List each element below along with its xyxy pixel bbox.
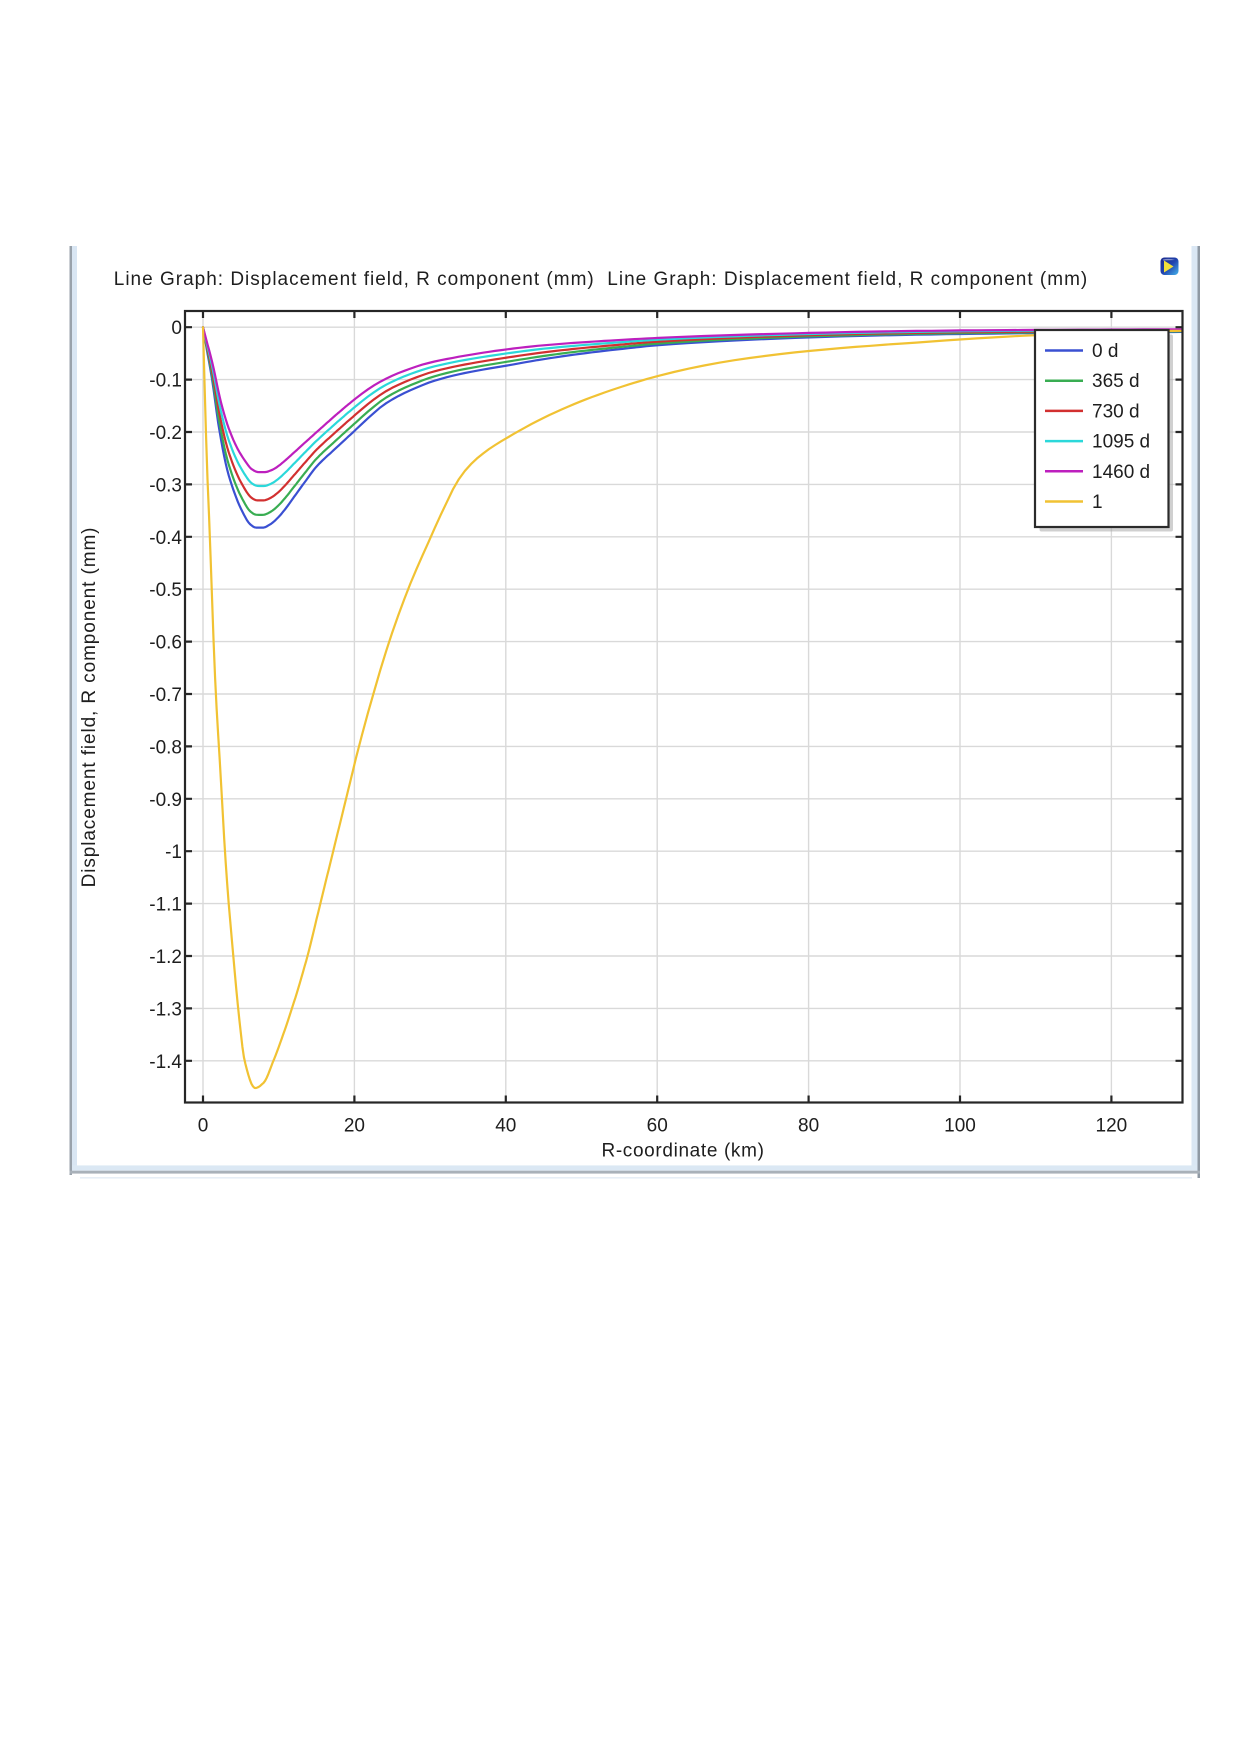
svg-text:-0.1: -0.1 (149, 371, 182, 392)
svg-text:730 d: 730 d (1092, 401, 1140, 422)
svg-text:-0.8: -0.8 (149, 737, 182, 758)
svg-text:365 d: 365 d (1092, 371, 1140, 392)
svg-text:-0.3: -0.3 (149, 475, 182, 496)
svg-text:40: 40 (495, 1116, 516, 1137)
svg-text:120: 120 (1096, 1116, 1128, 1137)
svg-text:-1: -1 (165, 842, 182, 863)
svg-text:-0.9: -0.9 (149, 790, 182, 811)
svg-text:-1.4: -1.4 (149, 1052, 182, 1073)
svg-text:-0.7: -0.7 (149, 685, 182, 706)
svg-text:1: 1 (1092, 492, 1103, 513)
svg-text:R-coordinate (km): R-coordinate (km) (601, 1141, 764, 1162)
svg-text:20: 20 (344, 1116, 365, 1137)
svg-text:1095 d: 1095 d (1092, 432, 1150, 453)
svg-text:0: 0 (198, 1116, 209, 1137)
svg-text:-0.4: -0.4 (149, 528, 182, 549)
svg-text:0 d: 0 d (1092, 341, 1118, 362)
svg-text:100: 100 (944, 1116, 976, 1137)
svg-text:-1.2: -1.2 (149, 947, 182, 968)
svg-text:0: 0 (171, 318, 182, 339)
svg-text:-0.5: -0.5 (149, 580, 182, 601)
svg-text:-1.3: -1.3 (149, 999, 182, 1020)
svg-text:Line Graph: Displacement field: Line Graph: Displacement field, R compon… (114, 269, 1088, 290)
svg-text:80: 80 (798, 1116, 819, 1137)
svg-text:-0.6: -0.6 (149, 633, 182, 654)
svg-text:Displacement field, R componen: Displacement field, R component (mm) (79, 527, 100, 888)
svg-text:60: 60 (647, 1116, 668, 1137)
svg-text:1460 d: 1460 d (1092, 462, 1150, 483)
svg-text:-0.2: -0.2 (149, 423, 182, 444)
svg-text:-1.1: -1.1 (149, 895, 182, 916)
